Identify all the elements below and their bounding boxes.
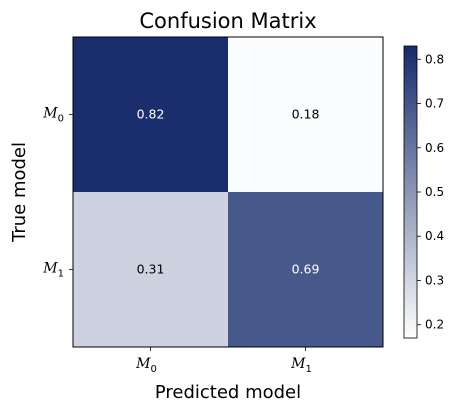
cell-value-label-1-1: 0.69	[292, 262, 320, 277]
x-tick-label-1-subscript: 1	[305, 364, 311, 375]
colorbar-tick-label-1: 0.3	[425, 273, 444, 287]
y-tick-label-1: M1	[42, 261, 64, 280]
cell-value-label-1-0: 0.31	[137, 262, 165, 277]
colorbar	[403, 45, 418, 339]
x-tick-label-0-subscript: 0	[150, 364, 156, 375]
colorbar-tick-label-5: 0.7	[425, 97, 444, 111]
y-tick-label-0-base: M	[42, 106, 58, 122]
x-tick-label-0: M0	[135, 356, 157, 375]
heatmap-cell-0-1	[228, 37, 383, 192]
chart-title: Confusion Matrix	[139, 9, 316, 33]
x-axis-label: Predicted model	[155, 382, 301, 403]
heatmap-cell-0-0	[73, 37, 228, 192]
colorbar-tick-label-6: 0.8	[425, 52, 444, 66]
heatmap-cell-1-1	[228, 192, 383, 347]
cell-value-label-0-1: 0.18	[292, 107, 320, 122]
colorbar-tick-label-0: 0.2	[425, 318, 444, 332]
x-tick-label-1: M1	[290, 356, 312, 375]
cell-value-label-0-0: 0.82	[137, 107, 165, 122]
x-axis-ticks: M0 M1	[135, 347, 312, 375]
y-tick-label-0: M0	[42, 106, 64, 125]
colorbar-tick-label-4: 0.6	[425, 141, 444, 155]
plot-frame	[72, 36, 384, 348]
colorbar-tick-label-3: 0.5	[425, 185, 444, 199]
y-tick-label-0-subscript: 0	[58, 114, 64, 125]
heatmap-plot-area: 0.82 0.18 0.31 0.69	[73, 37, 383, 347]
heatmap-cell-1-0	[73, 192, 228, 347]
colorbar-ticks: 0.2 0.3 0.4 0.5 0.6 0.7 0.8	[417, 52, 444, 332]
x-tick-label-0-base: M	[135, 356, 151, 372]
x-tick-label-1-base: M	[290, 356, 306, 372]
colorbar-tick-label-2: 0.4	[425, 229, 444, 243]
y-tick-label-1-subscript: 1	[58, 269, 64, 280]
y-tick-label-1-base: M	[42, 261, 58, 277]
y-axis-label: True model	[9, 142, 30, 243]
